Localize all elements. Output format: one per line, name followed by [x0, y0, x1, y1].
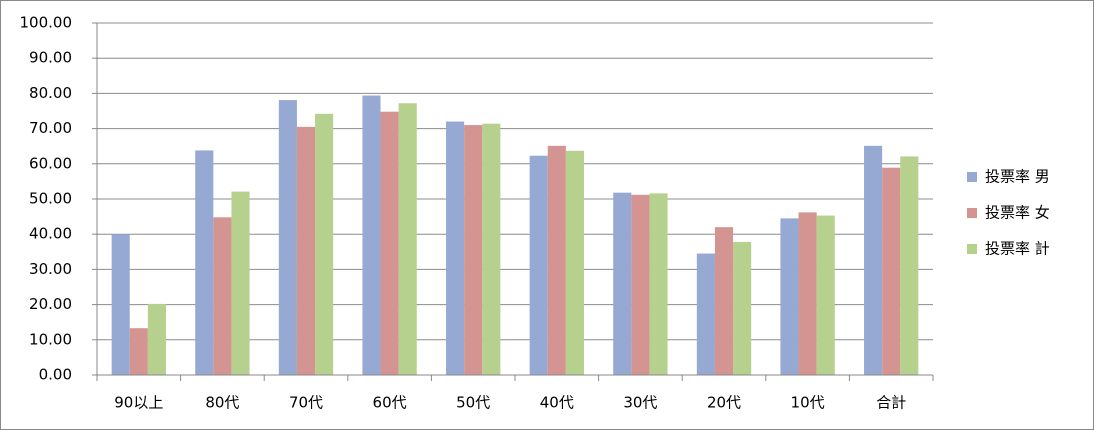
legend-swatch — [967, 244, 977, 254]
bar — [195, 150, 214, 375]
x-tick-label: 80代 — [205, 394, 239, 412]
bar — [362, 95, 381, 376]
legend-swatch — [967, 172, 977, 182]
x-tick-label: 70代 — [289, 394, 323, 412]
y-tick-label: 90.00 — [29, 49, 72, 67]
y-tick-label: 40.00 — [29, 225, 72, 243]
bar — [296, 126, 316, 375]
y-tick-label: 100.00 — [20, 14, 73, 32]
bar — [147, 303, 166, 375]
bar — [129, 328, 148, 375]
bar — [380, 111, 399, 375]
bar — [464, 125, 483, 375]
bar — [780, 218, 799, 375]
bar — [900, 156, 919, 375]
x-tick-label: 合計 — [876, 394, 906, 412]
bar — [398, 103, 417, 376]
y-tick-label: 70.00 — [29, 119, 72, 137]
x-tick-label: 90以上 — [114, 394, 163, 412]
legend-label: 投票率 男 — [985, 168, 1050, 186]
bar — [529, 155, 548, 375]
bar — [798, 212, 817, 375]
bar — [816, 215, 835, 375]
bar — [864, 145, 883, 375]
bar — [649, 193, 668, 375]
bar — [882, 167, 901, 375]
legend-swatch — [967, 208, 977, 218]
bar — [213, 217, 232, 375]
y-tick-label: 50.00 — [29, 190, 72, 208]
legend-label: 投票率 計 — [985, 240, 1050, 258]
y-tick-label: 30.00 — [29, 260, 72, 278]
y-tick-label: 0.00 — [39, 366, 72, 384]
y-tick-label: 20.00 — [29, 295, 72, 313]
x-tick-label: 40代 — [540, 394, 574, 412]
bar — [631, 194, 650, 375]
x-tick-label: 60代 — [373, 394, 407, 412]
bar — [315, 113, 334, 375]
bar — [613, 192, 632, 375]
x-tick-label: 50代 — [456, 394, 490, 412]
bar — [547, 145, 566, 375]
bar — [714, 227, 734, 375]
bar — [111, 234, 130, 375]
bar — [278, 100, 297, 375]
y-tick-label: 60.00 — [29, 154, 72, 172]
bar — [231, 191, 250, 375]
bar — [696, 253, 715, 375]
x-tick-label: 10代 — [791, 394, 825, 412]
y-tick-label: 80.00 — [29, 84, 72, 102]
bar — [482, 123, 501, 375]
bar — [733, 241, 752, 375]
bar — [446, 121, 465, 375]
bar — [565, 150, 584, 375]
y-tick-label: 10.00 — [29, 330, 72, 348]
x-tick-label: 30代 — [623, 394, 657, 412]
legend-label: 投票率 女 — [985, 204, 1050, 222]
x-tick-label: 20代 — [707, 394, 741, 412]
